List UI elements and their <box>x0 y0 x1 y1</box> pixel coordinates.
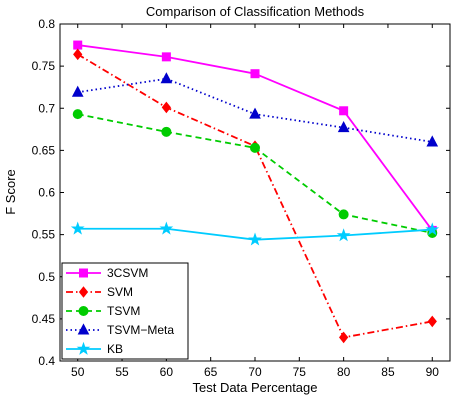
y-tick-label: 0.4 <box>38 354 55 368</box>
series-line-svm <box>77 53 433 339</box>
data-point-tsvm <box>338 209 349 220</box>
data-point-3csvm <box>250 69 260 79</box>
x-tick-label: 60 <box>160 365 174 379</box>
data-point-kb <box>70 221 85 235</box>
data-point-tsvm-meta <box>426 135 439 147</box>
x-axis-title: Test Data Percentage <box>192 380 317 395</box>
chart-title: Comparison of Classification Methods <box>146 4 365 19</box>
data-point-tsvm <box>250 142 260 153</box>
y-tick-label: 0.7 <box>38 101 55 115</box>
data-point-svm <box>73 48 83 61</box>
data-point-tsvm-meta <box>249 107 261 119</box>
legend-marker <box>78 286 89 298</box>
data-point-3csvm <box>73 40 83 50</box>
data-point-tsvm-meta <box>160 72 173 84</box>
series-layer <box>70 40 440 344</box>
x-tick-label: 80 <box>337 365 351 379</box>
legend-marker <box>78 306 89 316</box>
data-point-svm <box>427 315 437 328</box>
legend-marker <box>76 341 91 355</box>
legend-label: 3CSVM <box>107 266 148 280</box>
data-point-3csvm <box>161 52 171 62</box>
legend-label: TSVM <box>107 304 140 318</box>
data-point-kb <box>248 232 262 246</box>
data-point-3csvm <box>339 106 349 116</box>
x-tick-label: 75 <box>293 365 307 379</box>
legend-item-kb: KB <box>66 341 123 356</box>
x-tick-label: 55 <box>115 365 129 379</box>
data-point-svm <box>161 101 172 114</box>
data-point-kb <box>425 222 440 236</box>
legend-label: SVM <box>107 285 133 299</box>
series-tsvm-meta <box>71 72 439 147</box>
series-tsvm <box>72 109 438 238</box>
y-tick-label: 0.5 <box>38 270 55 284</box>
data-point-svm <box>338 331 349 344</box>
data-point-kb <box>159 221 174 235</box>
legend-item-tsvm-meta: TSVM−Meta <box>66 323 174 337</box>
x-tick-label: 65 <box>204 365 218 379</box>
y-tick-label: 0.55 <box>32 228 56 242</box>
y-tick-label: 0.8 <box>38 17 55 31</box>
data-point-tsvm-meta <box>71 85 84 97</box>
y-tick-label: 0.75 <box>32 59 56 73</box>
x-tick-label: 70 <box>248 365 262 379</box>
y-axis-title: F Score <box>3 169 18 215</box>
data-point-tsvm-meta <box>337 121 350 133</box>
x-tick-label: 90 <box>426 365 440 379</box>
data-point-tsvm <box>161 126 172 137</box>
x-tick-label: 50 <box>71 365 85 379</box>
legend-label: KB <box>107 342 123 356</box>
legend: 3CSVM SVM TSVM TSVM−Meta KB <box>61 262 189 360</box>
data-point-kb <box>336 228 351 242</box>
axis-ticks: 50 55 60 65 70 75 80 85 90 0.4 0.45 0.5 0.55 0.6 0.65 0… <box>32 17 450 379</box>
legend-item-svm: SVM <box>66 285 133 299</box>
y-tick-label: 0.65 <box>32 143 56 157</box>
data-point-tsvm <box>72 109 83 120</box>
legend-label: TSVM−Meta <box>107 323 174 337</box>
series-kb <box>70 221 440 246</box>
x-tick-label: 85 <box>381 365 395 379</box>
legend-marker <box>79 268 88 278</box>
y-tick-label: 0.6 <box>38 186 55 200</box>
y-tick-label: 0.45 <box>32 312 56 326</box>
legend-marker <box>77 323 90 335</box>
legend-item-tsvm: TSVM <box>66 304 140 318</box>
legend-item-3csvm: 3CSVM <box>66 266 148 280</box>
